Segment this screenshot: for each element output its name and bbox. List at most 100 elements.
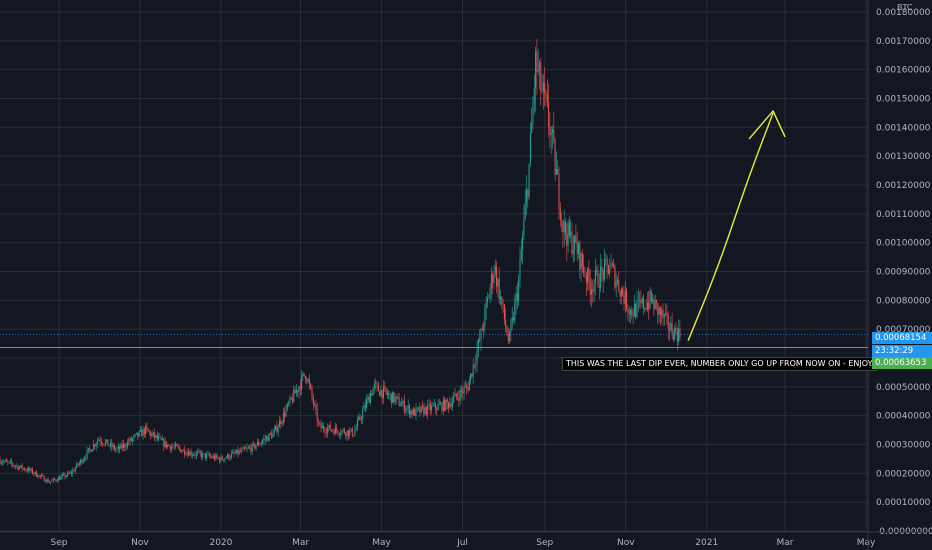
candle-body (372, 387, 374, 396)
candle-body (448, 402, 449, 408)
candle-body (141, 429, 143, 437)
candle-body (554, 140, 556, 175)
candle-body (663, 314, 665, 318)
candle-body (243, 447, 245, 449)
y-tick-label: 0.00120000 (876, 181, 931, 191)
candle-body (418, 407, 420, 409)
candle-body (87, 448, 89, 451)
candle-body (176, 444, 178, 447)
candle-body (255, 445, 257, 449)
candle-body (579, 243, 581, 270)
candle-body (520, 250, 522, 260)
candle-body (134, 434, 136, 436)
candle-body (219, 457, 221, 462)
candle-body (208, 453, 210, 457)
candle-body (145, 426, 147, 435)
candle-body (425, 407, 427, 415)
candle-body (536, 51, 538, 72)
candle-body (94, 444, 96, 447)
candle-body (492, 274, 494, 283)
candle-body (494, 266, 496, 274)
candle-body (147, 428, 149, 432)
candle-body (446, 399, 448, 403)
candle-body (533, 88, 535, 102)
y-tick-label: 0.00180000 (876, 8, 931, 18)
candle-body (171, 446, 173, 450)
candle-body (631, 309, 633, 316)
candle-body (337, 430, 339, 434)
candle-body (223, 459, 225, 461)
candle-body (679, 328, 681, 338)
candle-body (609, 268, 611, 274)
y-tick-label: 0.00010000 (876, 498, 931, 508)
candle-body (340, 433, 342, 435)
candle-body (64, 474, 66, 478)
candle-body (3, 461, 5, 463)
candle-body (294, 389, 296, 394)
candle-body (289, 397, 291, 404)
candle-body (204, 453, 206, 458)
candle-body (306, 378, 308, 382)
candle-body (211, 456, 213, 458)
candle-body (503, 304, 505, 320)
candle-body (207, 453, 209, 455)
candle-body (628, 310, 630, 314)
candle-body (19, 466, 20, 470)
candle-body (25, 469, 27, 471)
y-tick-label: 0.00080000 (876, 296, 931, 306)
candle-body (635, 304, 637, 317)
candle-body (15, 466, 17, 467)
candle-body (518, 278, 520, 301)
candle-body (552, 129, 553, 133)
candle-body (373, 383, 375, 388)
candle-body (260, 442, 262, 444)
candle-body (215, 455, 217, 460)
candle-body (137, 432, 139, 437)
chart-annotation-text[interactable]: THIS WAS THE LAST DIP EVER, NUMBER ONLY … (562, 357, 878, 371)
candle-body (293, 389, 295, 402)
candle-body (298, 386, 300, 392)
candle-body (136, 432, 137, 435)
candle-body (661, 309, 663, 316)
candle-body (333, 430, 335, 435)
candle-body (73, 470, 75, 472)
candle-body (115, 449, 117, 450)
candle-body (245, 448, 247, 450)
candle-body (605, 258, 607, 260)
candle-body (177, 446, 179, 448)
candle-body (394, 397, 396, 403)
y-tick-label: 0.00140000 (876, 123, 931, 133)
candle-body (167, 444, 169, 448)
candle-body (620, 288, 622, 297)
candle-body (633, 304, 635, 317)
candle-body (155, 435, 157, 438)
candle-body (623, 295, 625, 304)
candle-body (272, 432, 274, 438)
candle-body (433, 403, 435, 406)
candle-body (214, 456, 215, 460)
candle-body (671, 323, 673, 336)
candle-body (55, 479, 57, 481)
candle-body (619, 290, 621, 297)
candle-body (308, 379, 310, 385)
candle-body (305, 376, 306, 379)
candle-body (338, 433, 340, 435)
candle-body (535, 51, 537, 89)
candle-body (431, 405, 433, 411)
candle-body (589, 281, 591, 295)
candle-body (624, 290, 626, 304)
y-tick-label: 0.00160000 (876, 66, 931, 76)
candle-body (463, 387, 465, 394)
candle-body (175, 444, 176, 447)
candle-body (368, 396, 370, 403)
candle-body (366, 400, 368, 408)
candle-body (529, 133, 531, 164)
candle-body (139, 429, 141, 432)
candle-body (576, 243, 578, 255)
candle-body (24, 468, 26, 470)
x-tick-label: Sep (536, 538, 553, 548)
candle-body (331, 430, 332, 431)
candle-body (657, 302, 659, 315)
candle-body (626, 290, 628, 310)
